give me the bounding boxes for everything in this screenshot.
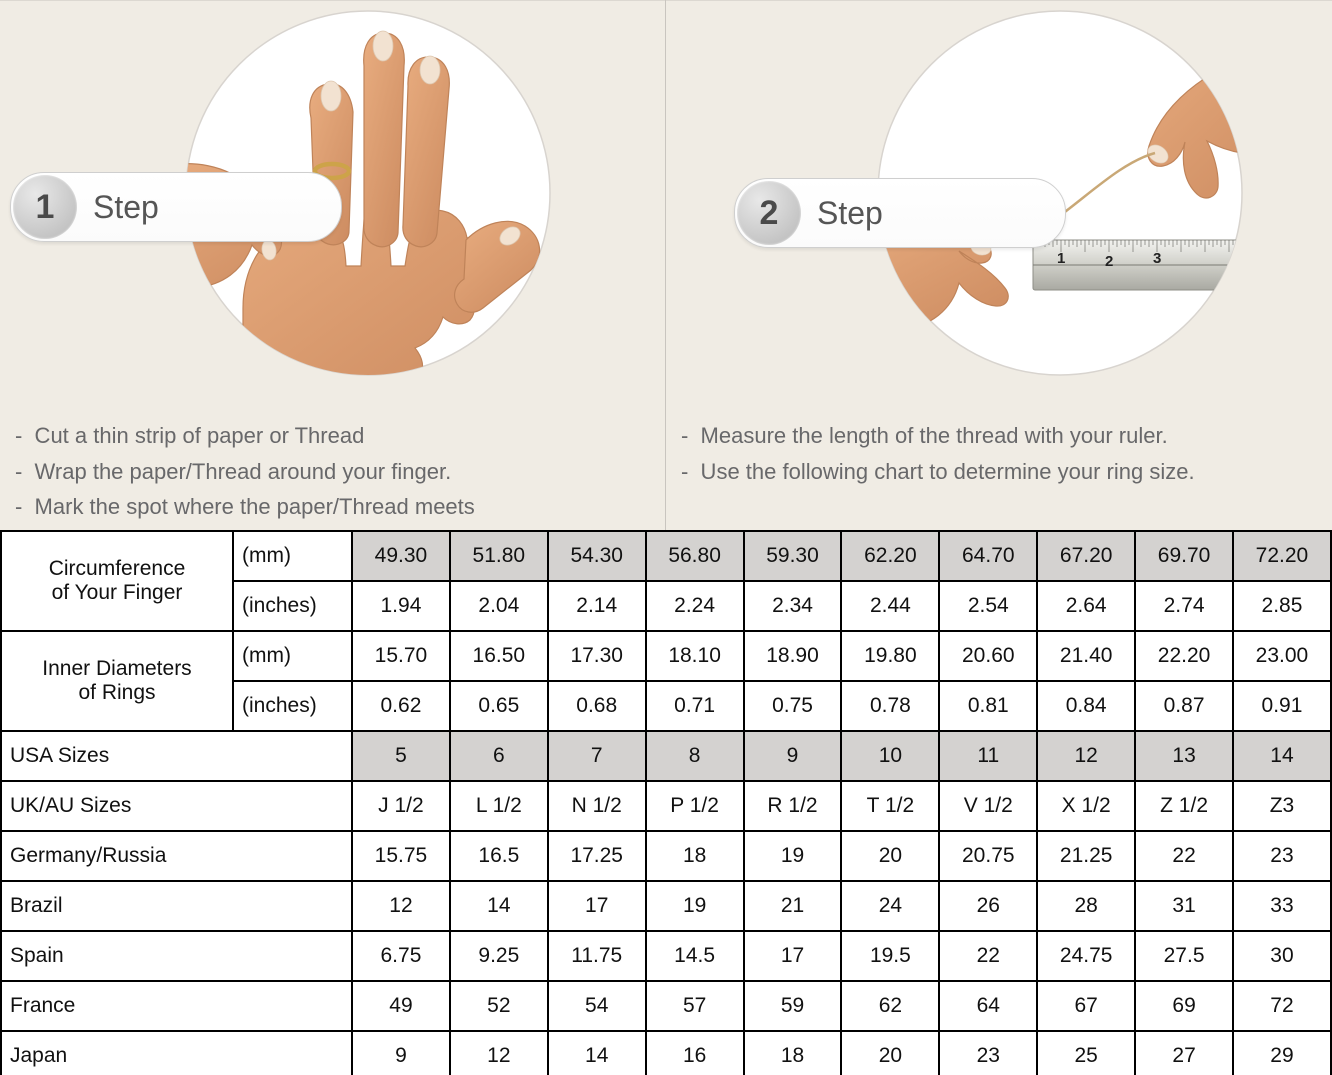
svg-text:3: 3 bbox=[1153, 250, 1161, 267]
svg-text:1: 1 bbox=[1057, 250, 1065, 267]
svg-text:2: 2 bbox=[1105, 253, 1113, 270]
